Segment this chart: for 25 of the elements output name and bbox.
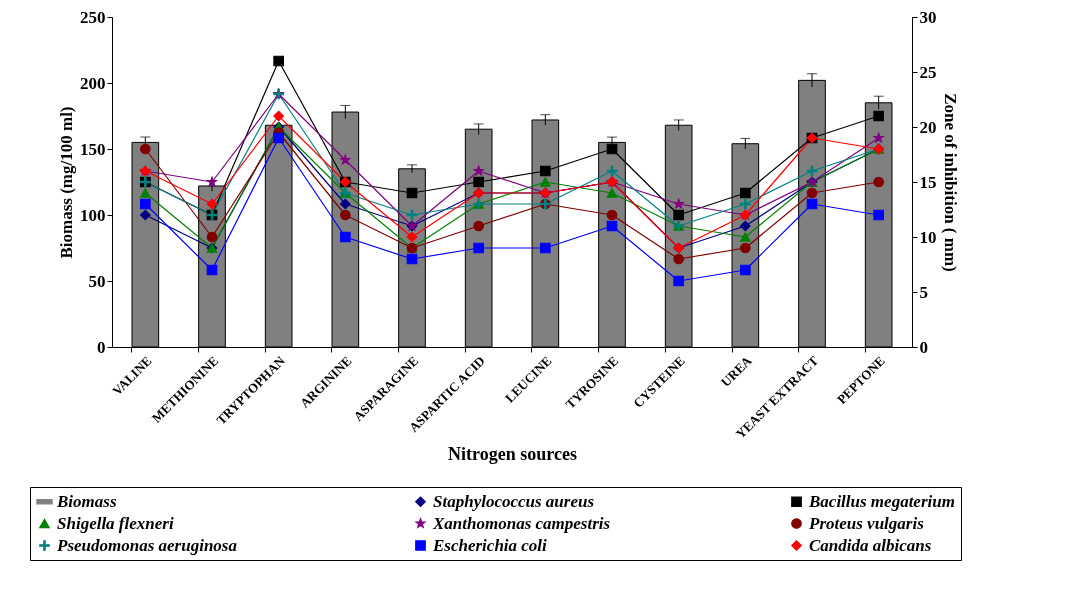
- legend-label: Proteus vulgaris: [808, 513, 925, 533]
- x-axis-title: Nitrogen sources: [448, 443, 577, 464]
- legend-label: Bacillus megaterium: [808, 491, 955, 511]
- y2-tick-label: 5: [919, 282, 928, 302]
- legend-label: Escherichia coli: [432, 535, 548, 555]
- y2-axis-title: Zone of inhibition ( mm): [940, 93, 960, 272]
- y-tick-label: 150: [80, 139, 106, 159]
- legend-label: Biomass: [56, 491, 117, 511]
- y2-tick-label: 20: [919, 117, 937, 137]
- y-tick-label: 0: [97, 337, 106, 357]
- legend-label: Xanthomonas campestris: [432, 513, 611, 533]
- y-axis-title: Biomass (mg/100 ml): [57, 106, 76, 259]
- y-tick-label: 200: [80, 73, 106, 93]
- y-tick-label: 50: [88, 271, 106, 291]
- y2-tick-label: 10: [919, 227, 937, 247]
- y-tick-label: 100: [80, 205, 106, 225]
- legend-label: Staphylococcus aureus: [433, 491, 595, 511]
- y2-tick-label: 25: [919, 62, 937, 82]
- legend-label: Candida albicans: [809, 535, 932, 555]
- y-tick-label: 250: [80, 7, 106, 27]
- legend-label: Shigella flexneri: [57, 513, 174, 533]
- y2-tick-label: 30: [919, 7, 937, 27]
- y2-tick-label: 15: [919, 172, 937, 192]
- legend-label: Pseudomonas aeruginosa: [56, 535, 238, 555]
- y2-tick-label: 0: [919, 337, 928, 357]
